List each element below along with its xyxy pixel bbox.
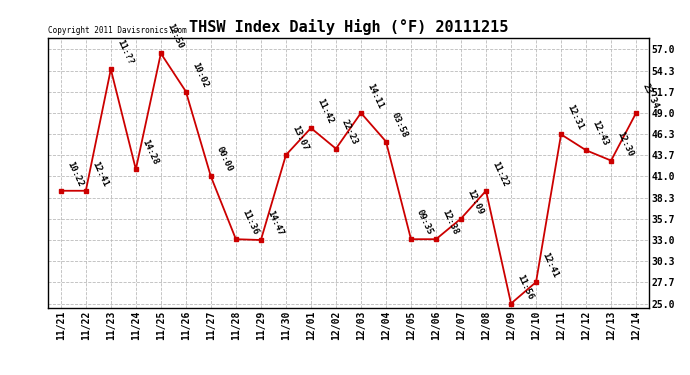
Text: 12:38: 12:38 (440, 208, 460, 236)
Text: 10:22: 10:22 (65, 160, 84, 188)
Text: 14:47: 14:47 (265, 209, 284, 237)
Title: THSW Index Daily High (°F) 20111215: THSW Index Daily High (°F) 20111215 (189, 19, 508, 35)
Text: 12:09: 12:09 (465, 188, 484, 216)
Text: 12:31: 12:31 (565, 104, 584, 132)
Text: 03:58: 03:58 (390, 111, 410, 139)
Text: 11:56: 11:56 (515, 273, 535, 301)
Text: 22:23: 22:23 (340, 118, 359, 146)
Text: 13:07: 13:07 (290, 124, 310, 152)
Text: 11:36: 11:36 (240, 208, 259, 236)
Text: 14:28: 14:28 (140, 138, 159, 166)
Text: 10:02: 10:02 (190, 60, 210, 89)
Text: 11:42: 11:42 (315, 97, 335, 125)
Text: 14:11: 14:11 (365, 82, 384, 110)
Text: 12:30: 12:30 (615, 130, 635, 158)
Text: 12:50: 12:50 (165, 22, 184, 51)
Text: 11:22: 11:22 (490, 160, 510, 188)
Text: 12:41: 12:41 (540, 251, 560, 279)
Text: Copyright 2011 Davisronics.com: Copyright 2011 Davisronics.com (48, 26, 187, 35)
Text: 09:35: 09:35 (415, 208, 435, 236)
Text: 11:??: 11:?? (115, 38, 135, 66)
Text: 00:00: 00:00 (215, 146, 235, 174)
Text: 23:34: 23:34 (640, 82, 660, 110)
Text: 12:41: 12:41 (90, 160, 110, 188)
Text: 12:43: 12:43 (590, 119, 610, 147)
